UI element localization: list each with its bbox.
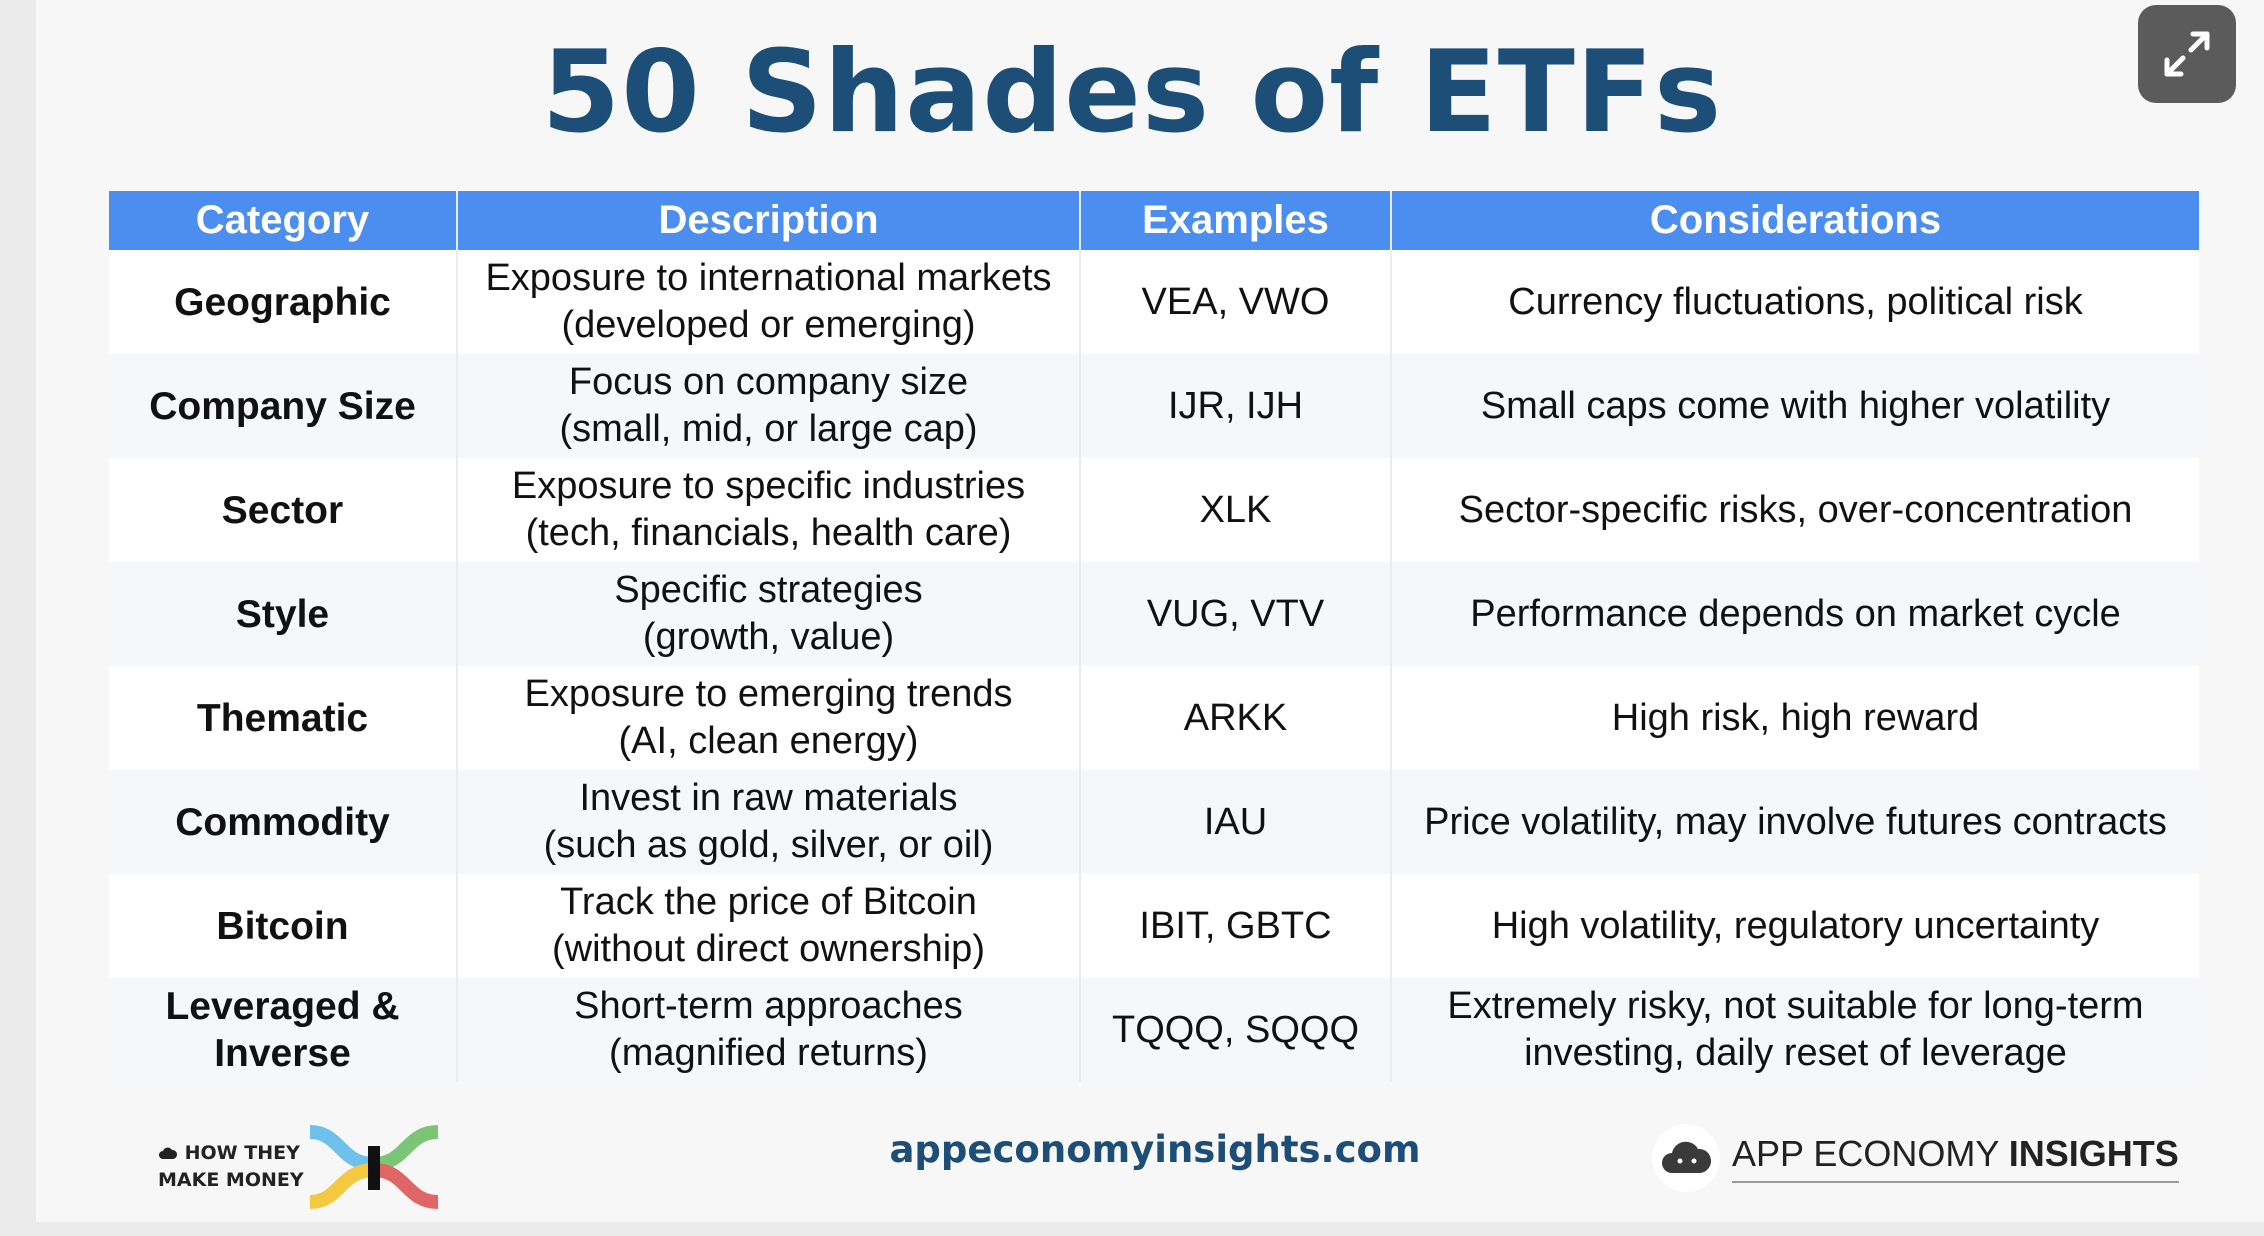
cell-description: Focus on company size (small, mid, or lar… [457, 354, 1081, 458]
cell-category-line: Geographic [174, 280, 391, 324]
cell-category-line: Inverse [214, 1032, 351, 1075]
cell-description: Track the price of Bitcoin (without direc… [457, 874, 1081, 978]
cell-considerations: Currency fluctuations, political risk [1391, 250, 2199, 354]
cell-category: Bitcoin [109, 874, 458, 978]
cell-category: Geographic [109, 250, 458, 354]
cell-category-line: Sector [221, 488, 344, 532]
cell-category-line: Bitcoin [216, 904, 349, 948]
cell-description-line: (developed or emerging) [561, 304, 976, 346]
cell-description-line: Exposure to international markets [485, 257, 1052, 299]
htm-brand-line-1: HOW THEY [158, 1140, 310, 1167]
cell-description-line: Specific strategies [614, 569, 923, 611]
cell-examples: VUG, VTV [1080, 562, 1392, 666]
cell-description-line: Invest in raw materials [579, 777, 958, 819]
cell-examples: IBIT, GBTC [1080, 874, 1392, 978]
htm-brand-text: HOW THEY MAKE MONEY [158, 1140, 310, 1194]
header-description: Description [457, 191, 1081, 250]
cell-description-line: Focus on company size [568, 361, 969, 403]
cell-category: Sector [109, 458, 458, 562]
cell-examples: IJR, IJH [1080, 354, 1392, 458]
table-row: Thematic Exposure to emerging trends (AI, … [109, 666, 2199, 770]
cell-description-line: (such as gold, silver, or oil) [543, 824, 994, 866]
cell-considerations-line: Extremely risky, not suitable for long-t… [1447, 985, 2144, 1027]
how-they-make-money-brand: HOW THEY MAKE MONEY [158, 1124, 438, 1210]
aei-brand-name: APP ECONOMY INSIGHTS [1732, 1133, 2179, 1183]
cell-considerations: High risk, high reward [1391, 666, 2199, 770]
page-title: 50 Shades of ETFs [541, 26, 1723, 158]
cell-examples: XLK [1080, 458, 1392, 562]
cell-examples: VEA, VWO [1080, 250, 1392, 354]
table-row: Leveraged & Inverse Short-term approaches (… [109, 978, 2199, 1082]
cell-description: Exposure to international markets (develo… [457, 250, 1081, 354]
cell-category-line: Company Size [149, 384, 416, 428]
cell-description-line: (AI, clean energy) [618, 720, 919, 762]
cell-category: Leveraged & Inverse [109, 978, 458, 1082]
cell-description-line: Short-term approaches [574, 985, 963, 1027]
cell-description-line: (growth, value) [642, 616, 895, 658]
cell-description-line: (tech, financials, health care) [525, 512, 1012, 554]
cell-description: Invest in raw materials (such as gold, si… [457, 770, 1081, 874]
expand-button[interactable] [2138, 5, 2236, 103]
cell-category: Style [109, 562, 458, 666]
cell-category: Thematic [109, 666, 458, 770]
table-row: Sector Exposure to specific industries (te… [109, 458, 2199, 562]
cell-examples: ARKK [1080, 666, 1392, 770]
cell-description: Specific strategies (growth, value) [457, 562, 1081, 666]
website-link[interactable]: appeconomyinsights.com [889, 1128, 1421, 1171]
cell-description-line: (small, mid, or large cap) [559, 408, 978, 450]
cell-considerations-line: Currency fluctuations, political risk [1508, 280, 2083, 323]
table-header-row: Category Description Examples Considerat… [109, 191, 2199, 250]
cell-considerations: Performance depends on market cycle [1391, 562, 2199, 666]
cloud-mini-icon [159, 1147, 178, 1159]
cell-description-line: Track the price of Bitcoin [560, 881, 977, 923]
cell-considerations: Price volatility, may involve futures co… [1391, 770, 2199, 874]
cell-considerations-line: Performance depends on market cycle [1470, 592, 2121, 635]
cell-considerations-line: Sector-specific risks, over-concentratio… [1458, 488, 2133, 531]
cell-considerations-line: investing, daily reset of leverage [1524, 1032, 2067, 1074]
cell-category-line: Style [235, 592, 330, 636]
cell-considerations-line: High risk, high reward [1611, 696, 1980, 739]
cell-description-line: Exposure to emerging trends [524, 673, 1013, 715]
header-examples: Examples [1080, 191, 1392, 250]
cell-considerations-line: Small caps come with higher volatility [1480, 384, 2111, 427]
table-row: Commodity Invest in raw materials (such as… [109, 770, 2199, 874]
cell-considerations: Sector-specific risks, over-concentratio… [1391, 458, 2199, 562]
cell-examples: IAU [1080, 770, 1392, 874]
header-category: Category [109, 191, 458, 250]
table-row: Company Size Focus on company size (small,… [109, 354, 2199, 458]
sankey-flow-logo-icon [310, 1125, 438, 1209]
cloud-logo-icon [1652, 1124, 1720, 1192]
cell-description: Short-term approaches (magnified returns) [457, 978, 1081, 1082]
cell-category-line: Leveraged & [165, 985, 400, 1028]
cell-category: Company Size [109, 354, 458, 458]
cell-considerations: Extremely risky, not suitable for long-t… [1391, 978, 2199, 1082]
cell-category-line: Commodity [175, 800, 390, 844]
expand-arrows-icon [2164, 31, 2210, 77]
header-considerations: Considerations [1391, 191, 2199, 250]
cell-description-line: (magnified returns) [609, 1032, 928, 1074]
table-row: Style Specific strategies (growth, value) V… [109, 562, 2199, 666]
htm-brand-line-2: MAKE MONEY [158, 1169, 304, 1191]
cell-description: Exposure to specific industries (tech, fi… [457, 458, 1081, 562]
cell-description-line: Exposure to specific industries [511, 465, 1026, 507]
cell-description: Exposure to emerging trends (AI, clean en… [457, 666, 1081, 770]
cell-considerations-line: Price volatility, may involve futures co… [1424, 800, 2167, 843]
etf-table: Category Description Examples Considerat… [109, 191, 2199, 1082]
cell-description-line: (without direct ownership) [552, 928, 985, 970]
table-row: Geographic Exposure to international mark… [109, 250, 2199, 354]
table-row: Bitcoin Track the price of Bitcoin (withou… [109, 874, 2199, 978]
cell-considerations: High volatility, regulatory uncertainty [1391, 874, 2199, 978]
cell-examples: TQQQ, SQQQ [1080, 978, 1392, 1082]
cell-category: Commodity [109, 770, 458, 874]
cell-category-line: Thematic [196, 696, 369, 740]
cell-considerations: Small caps come with higher volatility [1391, 354, 2199, 458]
app-economy-insights-brand: APP ECONOMY INSIGHTS [1652, 1124, 2179, 1192]
cell-considerations-line: High volatility, regulatory uncertainty [1491, 904, 2100, 947]
